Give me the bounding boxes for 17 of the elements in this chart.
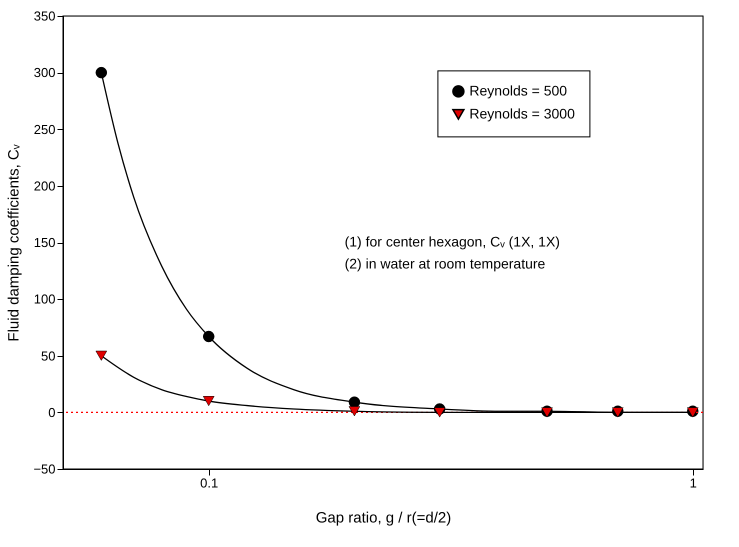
y-tick-label: 300 bbox=[34, 65, 56, 80]
y-tick-label: 100 bbox=[34, 292, 56, 307]
y-tick-label: 350 bbox=[34, 8, 56, 24]
annotation: (1) for center hexagon, Cᵥ (1X, 1X) bbox=[344, 234, 560, 250]
y-tick-label: 150 bbox=[34, 235, 56, 250]
legend-label: Reynolds = 3000 bbox=[469, 105, 576, 122]
annotation: (2) in water at room temperature bbox=[344, 256, 546, 272]
y-tick-label: 0 bbox=[48, 404, 56, 420]
x-tick-label: 1 bbox=[690, 476, 697, 490]
y-axis-title: Fluid damping coefficients, Cᵥ bbox=[5, 144, 22, 342]
x-tick-label: 0.1 bbox=[200, 476, 218, 490]
x-axis-title: Gap ratio, g / r(=d/2) bbox=[316, 510, 452, 526]
y-tick-label: −50 bbox=[33, 462, 56, 476]
y-tick-label: 250 bbox=[34, 122, 56, 137]
legend-label: Reynolds = 500 bbox=[469, 82, 568, 98]
y-tick-label: 50 bbox=[41, 348, 56, 364]
y-tick-label: 200 bbox=[34, 178, 56, 194]
